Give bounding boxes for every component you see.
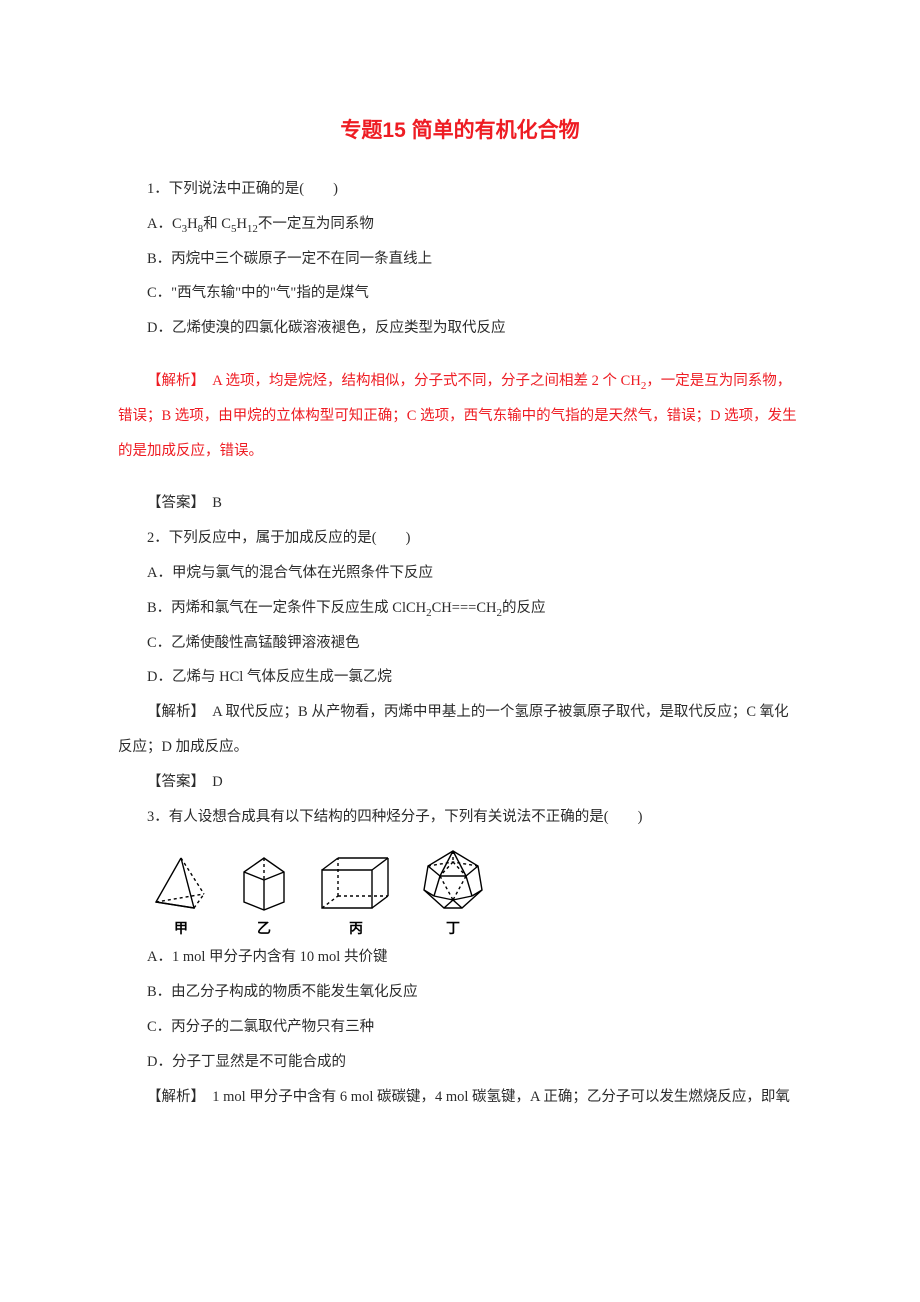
cube-small-icon <box>236 852 292 912</box>
q2-option-b: B．丙烯和氯气在一定条件下反应生成 ClCH2CH===CH2的反应 <box>118 591 802 626</box>
q3-option-b: B．由乙分子构成的物质不能发生氧化反应 <box>118 975 802 1010</box>
shape-tetrahedron: 甲 <box>150 854 212 938</box>
q2-option-c: C．乙烯使酸性高锰酸钾溶液褪色 <box>118 626 802 661</box>
page-title: 专题15 简单的有机化合物 <box>118 114 802 144</box>
q1-analysis: 【解析】 A 选项，均是烷烃，结构相似，分子式不同，分子之间相差 2 个 CH2… <box>118 364 802 468</box>
q1-option-c: C．"西气东输"中的"气"指的是煤气 <box>118 276 802 311</box>
sub: 12 <box>247 223 258 235</box>
text: A．C <box>147 216 182 232</box>
answer-value: D <box>212 774 222 790</box>
text: 不一定互为同系物 <box>258 216 374 232</box>
q1-analysis-block: 【解析】 A 选项，均是烷烃，结构相似，分子式不同，分子之间相差 2 个 CH2… <box>118 364 802 468</box>
shape-label: 丙 <box>349 918 363 938</box>
analysis-label: 【解析】 <box>147 704 212 720</box>
text: H <box>187 216 197 232</box>
q2-analysis: 【解析】 A 取代反应；B 从产物看，丙烯中甲基上的一个氢原子被氯原子取代，是取… <box>118 695 802 765</box>
q3-option-c: C．丙分子的二氯取代产物只有三种 <box>118 1010 802 1045</box>
answer-value: B <box>212 495 222 511</box>
document-page: 专题15 简单的有机化合物 1．下列说法中正确的是( ) A．C3H8和 C5H… <box>0 0 920 1174</box>
shape-icosahedron: 丁 <box>420 848 486 938</box>
q2-answer: 【答案】 D <box>118 765 802 800</box>
q1-option-b: B．丙烷中三个碳原子一定不在同一条直线上 <box>118 242 802 277</box>
q2-stem: 2．下列反应中，属于加成反应的是( ) <box>118 521 802 556</box>
text: B．丙烯和氯气在一定条件下反应生成 ClCH <box>147 600 426 616</box>
q1-stem: 1．下列说法中正确的是( ) <box>118 172 802 207</box>
q1-option-a: A．C3H8和 C5H12不一定互为同系物 <box>118 207 802 242</box>
icosahedron-icon <box>420 848 486 912</box>
shape-label: 乙 <box>257 918 271 938</box>
answer-label: 【答案】 <box>147 495 212 511</box>
q2-option-d: D．乙烯与 HCl 气体反应生成一氯乙烷 <box>118 660 802 695</box>
text: H <box>236 216 246 232</box>
text: 的反应 <box>502 600 546 616</box>
shape-cuboid: 丙 <box>316 854 396 938</box>
text: A 选项，均是烷烃，结构相似，分子式不同，分子之间相差 2 个 CH <box>212 373 641 389</box>
shape-label: 甲 <box>174 918 188 938</box>
text: A 取代反应；B 从产物看，丙烯中甲基上的一个氢原子被氯原子取代，是取代反应；C… <box>118 704 789 755</box>
text: CH===CH <box>432 600 497 616</box>
shape-cube-small: 乙 <box>236 852 292 938</box>
q3-shapes-row: 甲 乙 <box>150 848 802 938</box>
analysis-label: 【解析】 <box>147 1089 212 1105</box>
text: 1 mol 甲分子中含有 6 mol 碳碳键，4 mol 碳氢键，A 正确；乙分… <box>212 1089 790 1105</box>
analysis-label: 【解析】 <box>147 373 212 389</box>
tetrahedron-icon <box>150 854 212 912</box>
q1-option-d: D．乙烯使溴的四氯化碳溶液褪色，反应类型为取代反应 <box>118 311 802 346</box>
q3-option-a: A．1 mol 甲分子内含有 10 mol 共价键 <box>118 940 802 975</box>
q1-answer: 【答案】 B <box>118 486 802 521</box>
shape-label: 丁 <box>446 918 460 938</box>
cuboid-icon <box>316 854 396 912</box>
q3-stem: 3．有人设想合成具有以下结构的四种烃分子，下列有关说法不正确的是( ) <box>118 800 802 835</box>
q3-analysis: 【解析】 1 mol 甲分子中含有 6 mol 碳碳键，4 mol 碳氢键，A … <box>118 1080 802 1115</box>
text: 和 C <box>203 216 231 232</box>
answer-label: 【答案】 <box>147 774 212 790</box>
q3-option-d: D．分子丁显然是不可能合成的 <box>118 1045 802 1080</box>
q2-option-a: A．甲烷与氯气的混合气体在光照条件下反应 <box>118 556 802 591</box>
